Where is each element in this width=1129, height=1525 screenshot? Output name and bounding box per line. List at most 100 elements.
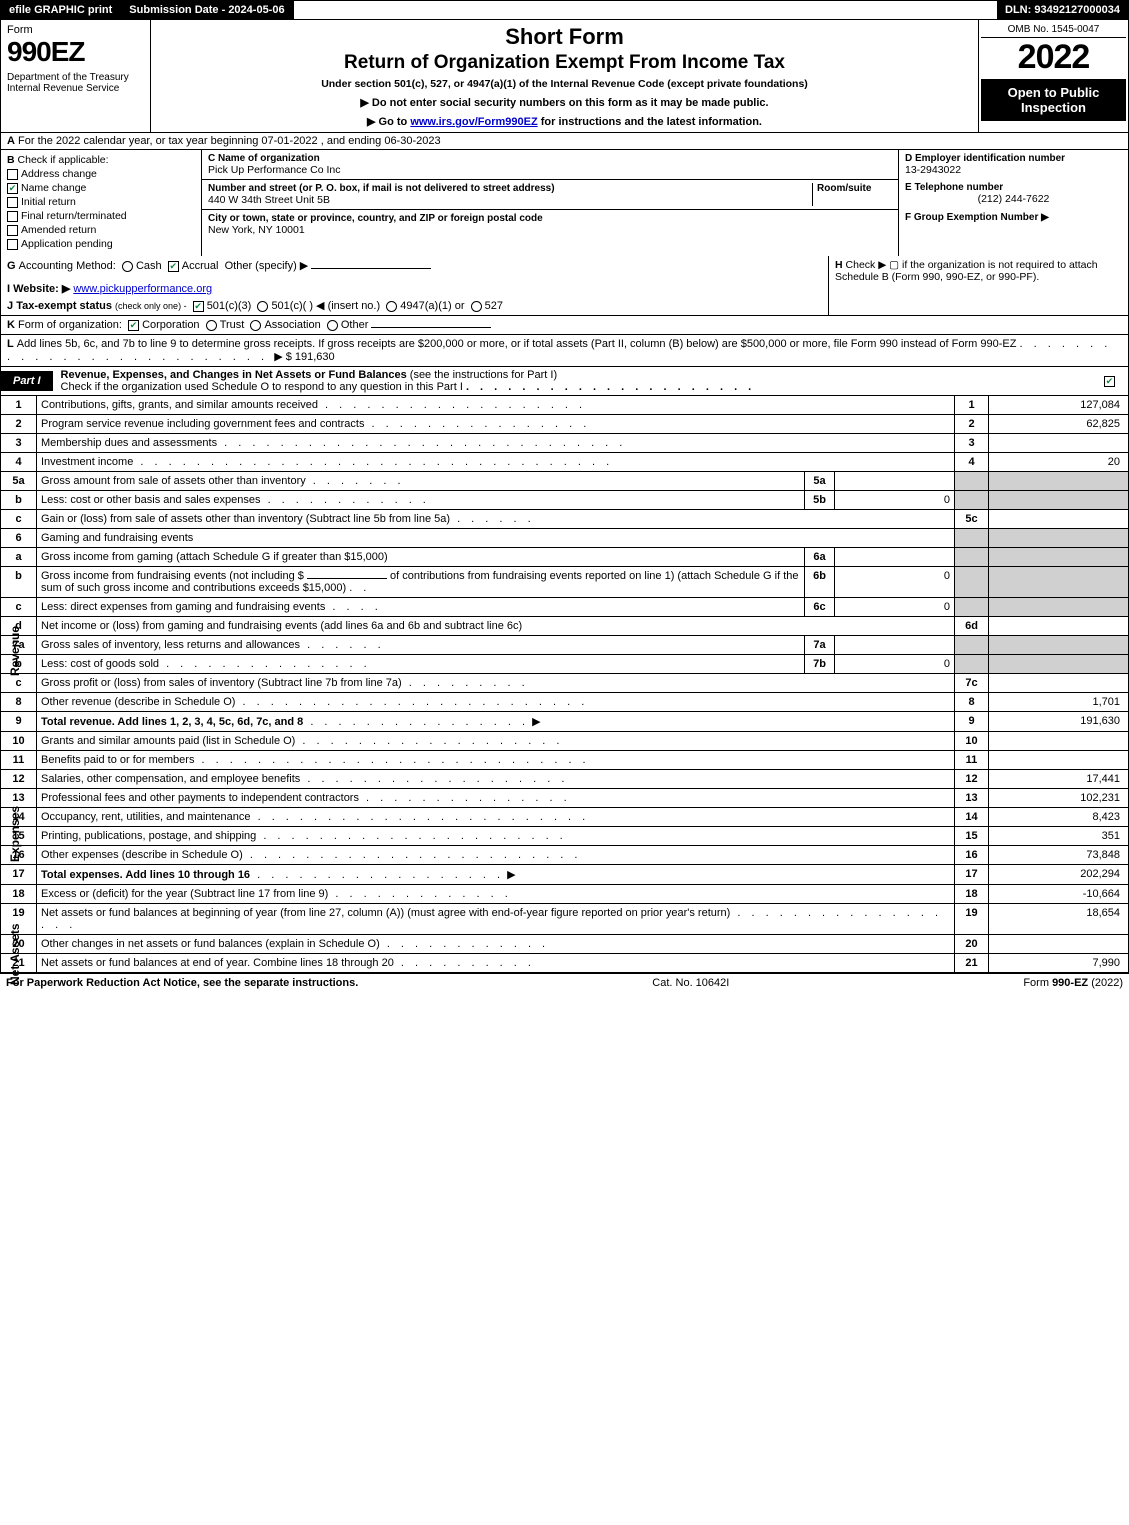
c-city-lbl: City or town, state or province, country…	[208, 213, 892, 224]
e-phone: E Telephone number (212) 244-7622	[905, 182, 1122, 205]
dept-label: Department of the Treasury Internal Reve…	[7, 72, 144, 94]
part1-check[interactable]	[1104, 375, 1128, 387]
amt-21: 7,990	[989, 954, 1129, 973]
amt-11	[989, 751, 1129, 770]
footer: For Paperwork Reduction Act Notice, see …	[0, 973, 1129, 992]
f-lbl: F Group Exemption Number ▶	[905, 212, 1049, 223]
amt-7c	[989, 674, 1129, 693]
instr-goto: ▶ Go to www.irs.gov/Form990EZ for instru…	[155, 115, 974, 128]
instr2-post: for instructions and the latest informat…	[538, 116, 762, 128]
line-3: 3 Membership dues and assessments . . . …	[1, 434, 1129, 453]
c-name-lbl: C Name of organization	[208, 153, 892, 164]
form-number: 990EZ	[7, 36, 144, 68]
omb-number: OMB No. 1545-0047	[981, 22, 1126, 38]
j-501c: 501(c)( ) ◀ (insert no.)	[271, 300, 380, 312]
b-label: Check if applicable:	[18, 154, 109, 166]
k-corp: Corporation	[142, 319, 199, 331]
footer-center: Cat. No. 10642I	[358, 977, 1023, 989]
line-9: 9 Total revenue. Add lines 1, 2, 3, 4, 5…	[1, 712, 1129, 732]
col-c-org-info: C Name of organization Pick Up Performan…	[201, 150, 898, 256]
chk-final-return[interactable]: Final return/terminated	[7, 210, 195, 222]
line-7b: b Less: cost of goods sold . . . . . . .…	[1, 655, 1129, 674]
d-lbl: D Employer identification number	[905, 153, 1122, 164]
footer-right: Form 990-EZ (2022)	[1023, 977, 1123, 989]
amt-4: 20	[989, 453, 1129, 472]
c-name-cell: C Name of organization Pick Up Performan…	[202, 150, 898, 180]
other-label: Other (specify) ▶	[225, 260, 309, 272]
radio-cash[interactable]	[122, 261, 133, 272]
col-def: D Employer identification number 13-2943…	[898, 150, 1128, 256]
part1-dots: . . . . . . . . . . . . . . . . . . . . …	[466, 381, 755, 393]
radio-association[interactable]	[250, 320, 261, 331]
amt-2: 62,825	[989, 415, 1129, 434]
g-label: Accounting Method:	[19, 260, 116, 272]
line-2: 2 Program service revenue including gove…	[1, 415, 1129, 434]
sub-5a	[835, 472, 955, 491]
dln: DLN: 93492127000034	[997, 1, 1128, 19]
line-17: 17 Total expenses. Add lines 10 through …	[1, 865, 1129, 885]
k-trust: Trust	[220, 319, 245, 331]
part1-header: Part I Revenue, Expenses, and Changes in…	[0, 367, 1129, 396]
line-16: 16 Other expenses (describe in Schedule …	[1, 846, 1129, 865]
part1-note: (see the instructions for Part I)	[410, 369, 557, 381]
amt-16: 73,848	[989, 846, 1129, 865]
instr-ssn: ▶ Do not enter social security numbers o…	[155, 96, 974, 109]
title-return: Return of Organization Exempt From Incom…	[155, 52, 974, 74]
line-8: 8 Other revenue (describe in Schedule O)…	[1, 693, 1129, 712]
chk-application-pending[interactable]: Application pending	[7, 238, 195, 250]
chk-corporation[interactable]	[128, 320, 139, 331]
org-city: New York, NY 10001	[208, 224, 892, 236]
subtitle: Under section 501(c), 527, or 4947(a)(1)…	[155, 78, 974, 90]
tax-year: 2022	[981, 38, 1126, 77]
line-1: 1 Contributions, gifts, grants, and simi…	[1, 396, 1129, 415]
sub-6a	[835, 548, 955, 567]
radio-4947[interactable]	[386, 301, 397, 312]
efile-label[interactable]: efile GRAPHIC print	[1, 1, 121, 19]
radio-527[interactable]	[471, 301, 482, 312]
k-other-blank	[371, 327, 491, 328]
part1-pill: Part I	[1, 371, 53, 391]
sub-7b: 0	[835, 655, 955, 674]
amt-9: 191,630	[989, 712, 1129, 732]
j-501c3: 501(c)(3)	[207, 300, 252, 312]
part1-title: Revenue, Expenses, and Changes in Net As…	[53, 367, 1104, 395]
netassets-section: Net Assets 18 Excess or (deficit) for th…	[0, 885, 1129, 973]
instr2-pre: ▶ Go to	[367, 116, 410, 128]
c-city-cell: City or town, state or province, country…	[202, 210, 898, 239]
radio-trust[interactable]	[206, 320, 217, 331]
amt-15: 351	[989, 827, 1129, 846]
radio-other-org[interactable]	[327, 320, 338, 331]
chk-accrual[interactable]	[168, 261, 179, 272]
j-527: 527	[485, 300, 503, 312]
chk-amended-return[interactable]: Amended return	[7, 224, 195, 236]
sub-7a	[835, 636, 955, 655]
irs-link[interactable]: www.irs.gov/Form990EZ	[410, 116, 537, 128]
e-lbl: E Telephone number	[905, 182, 1122, 193]
chk-address-change[interactable]: Address change	[7, 168, 195, 180]
amt-6d	[989, 617, 1129, 636]
sub-6c: 0	[835, 598, 955, 617]
header-right: OMB No. 1545-0047 2022 Open to Public In…	[978, 20, 1128, 132]
k-assoc: Association	[264, 319, 320, 331]
row-a-period: A For the 2022 calendar year, or tax yea…	[0, 133, 1129, 150]
part1-check-line: Check if the organization used Schedule …	[61, 381, 463, 393]
side-expenses: Expenses	[8, 806, 22, 862]
chk-initial-return[interactable]: Initial return	[7, 196, 195, 208]
netassets-table: 18 Excess or (deficit) for the year (Sub…	[0, 885, 1129, 973]
line-13: 13 Professional fees and other payments …	[1, 789, 1129, 808]
line-7a: 7a Gross sales of inventory, less return…	[1, 636, 1129, 655]
open-public-inspection: Open to Public Inspection	[981, 79, 1126, 121]
j-note: (check only one) -	[115, 301, 187, 311]
amt-14: 8,423	[989, 808, 1129, 827]
radio-501c[interactable]	[257, 301, 268, 312]
top-spacer	[294, 1, 997, 19]
chk-name-change[interactable]: Name change	[7, 182, 195, 194]
chk-501c3[interactable]	[193, 301, 204, 312]
l-text: Add lines 5b, 6c, and 7b to line 9 to de…	[17, 338, 1017, 350]
j-4947: 4947(a)(1) or	[400, 300, 464, 312]
room-lbl: Room/suite	[817, 183, 892, 194]
row-gh: G Accounting Method: Cash Accrual Other …	[0, 256, 1129, 316]
website-link[interactable]: www.pickupperformance.org	[73, 283, 212, 295]
amt-1: 127,084	[989, 396, 1129, 415]
line-7c: c Gross profit or (loss) from sales of i…	[1, 674, 1129, 693]
